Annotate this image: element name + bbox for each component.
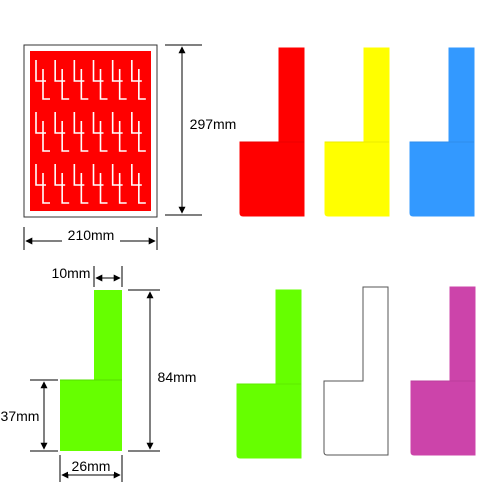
tag-height-label: 84mm (158, 369, 197, 385)
swatch-red (239, 47, 305, 217)
sheet-cut-line (42, 69, 50, 100)
sheet-cut-line (118, 173, 127, 204)
sheet-cut-line (118, 69, 127, 100)
sheet-width-label: 210mm (68, 227, 115, 243)
sheet-cut-line (138, 69, 146, 100)
sheet-background (30, 51, 151, 211)
swatch-green (236, 289, 302, 459)
tab-width-label: 10mm (52, 265, 91, 281)
sheet-label-pattern (35, 60, 146, 204)
sheet-height-dimension: 297mm (165, 44, 242, 216)
sheet-cut-line (61, 173, 70, 204)
sheet-cut-line (42, 121, 50, 152)
green-tag-shape (60, 290, 122, 451)
sheet-cut-line (80, 121, 89, 152)
swatch-yellow (324, 47, 390, 217)
sheet-cut-line (42, 173, 50, 204)
sheet-cut-line (138, 173, 146, 204)
color-swatches (236, 47, 476, 459)
tag-height-dimension: 84mm (128, 289, 202, 452)
sheet-cut-line (61, 69, 70, 100)
body-width-dimension: 26mm (59, 455, 123, 482)
body-height-label: 37mm (1, 408, 40, 424)
sheet-cut-line (118, 121, 127, 152)
sheet-cut-line (138, 121, 146, 152)
sheet-cut-line (99, 69, 108, 100)
sheet-width-dimension: 210mm (23, 227, 158, 250)
body-height-dimension: 37mm (0, 379, 58, 452)
label-sheet (23, 44, 158, 218)
sheet-height-label: 297mm (190, 116, 237, 132)
swatch-white (323, 286, 389, 456)
dimensioned-tag: 10mm 84mm 37mm 26mm (0, 264, 202, 482)
sheet-cut-line (61, 121, 70, 152)
sheet-cut-line (99, 173, 108, 204)
body-width-label: 26mm (72, 458, 111, 474)
tab-width-dimension: 10mm (48, 264, 123, 287)
swatch-magenta (410, 286, 476, 456)
swatch-blue (409, 47, 475, 217)
sheet-cut-line (99, 121, 108, 152)
sheet-cut-line (80, 69, 89, 100)
sheet-cut-line (80, 173, 89, 204)
